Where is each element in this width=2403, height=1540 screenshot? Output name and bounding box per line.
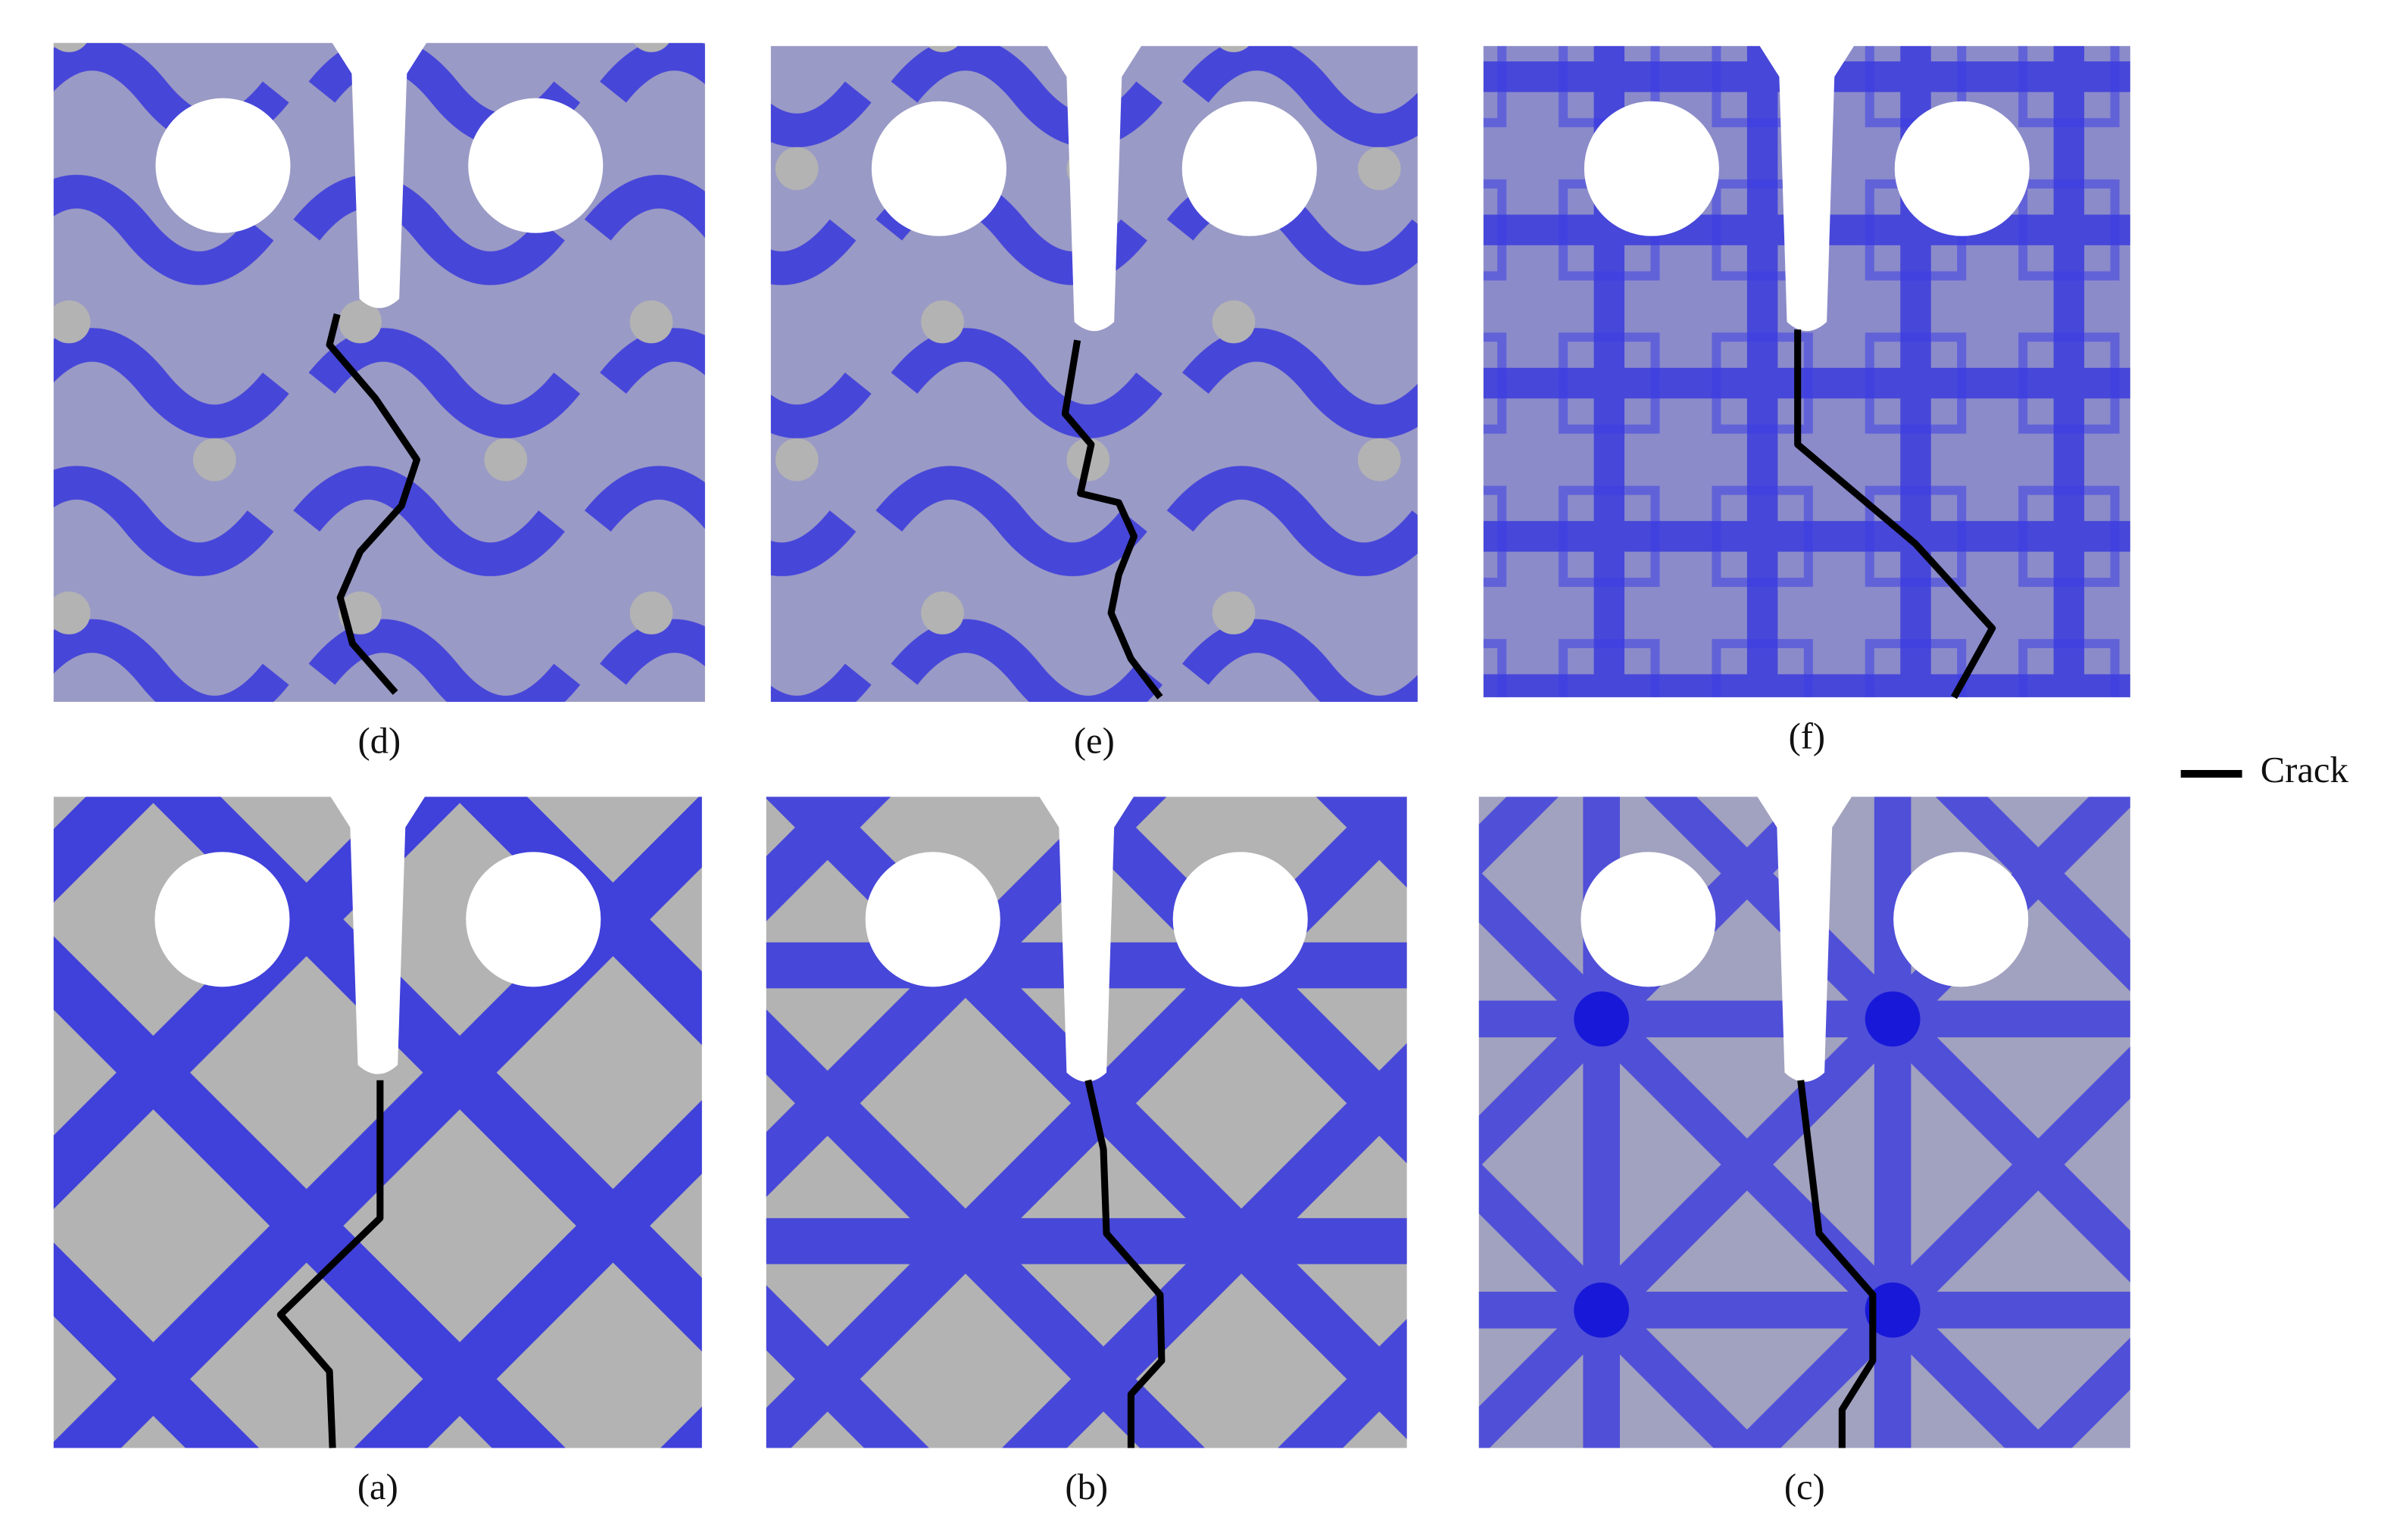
hole: [154, 852, 290, 987]
notch: [1045, 42, 1144, 332]
crack-path: [1061, 339, 1163, 700]
hole: [1172, 852, 1308, 987]
notch: [330, 39, 429, 308]
panel-label: (c): [1784, 1467, 1825, 1507]
hole: [155, 98, 291, 233]
panel: (c): [1478, 793, 2130, 1507]
hole: [468, 98, 604, 233]
crack-path: [1084, 1079, 1166, 1448]
panel-label: (e): [1074, 721, 1115, 762]
panel: (d): [53, 39, 705, 762]
panel-label: (b): [1065, 1467, 1108, 1507]
crack-path: [276, 1080, 384, 1448]
hole: [1581, 852, 1716, 987]
crack-path: [326, 313, 420, 695]
crack-path: [1794, 329, 1996, 700]
hole: [871, 101, 1006, 236]
panels: (d) (e) (f) (a) (b) (c): [53, 39, 2130, 1507]
notch: [329, 793, 427, 1074]
panel-label: (a): [357, 1467, 398, 1507]
hole: [865, 852, 1000, 987]
hole: [1894, 101, 2030, 236]
notch: [1758, 42, 1856, 332]
notch: [1037, 793, 1136, 1082]
legend-label: Crack: [2261, 750, 2349, 790]
hole: [1893, 852, 2029, 987]
panel-label: (d): [358, 721, 401, 762]
crack-path: [1797, 1080, 1877, 1448]
panel: (a): [53, 793, 702, 1507]
hole: [1181, 101, 1317, 236]
panel: (e): [770, 42, 1418, 762]
panel: (b): [766, 793, 1407, 1507]
hole: [466, 852, 601, 987]
panel: (f): [1483, 42, 2130, 757]
notch: [1755, 793, 1854, 1082]
panel-label: (f): [1789, 716, 1825, 757]
hole: [1584, 101, 1719, 236]
